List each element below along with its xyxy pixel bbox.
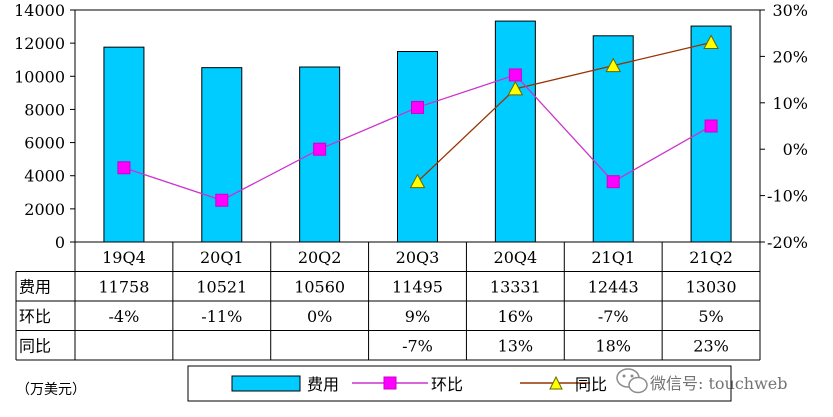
unit-label: （万美元） xyxy=(16,382,86,398)
y-left-tick-label: 0 xyxy=(55,233,65,252)
x-tick-label: 20Q2 xyxy=(298,248,342,267)
table-cell: 12443 xyxy=(588,278,639,297)
y-right-tick-label: 0% xyxy=(783,140,808,159)
legend-swatch-bar xyxy=(231,375,301,392)
axes-layer: 0 2000 4000 6000 8000 10000 12000 14000 -20% -10%… xyxy=(14,1,808,252)
table-cell: -7% xyxy=(402,337,433,356)
point-huanbi xyxy=(606,175,620,189)
legend-label-bar: 费用 xyxy=(307,375,339,394)
table-cell: -4% xyxy=(109,307,140,326)
legend: 费用 环比 同比 xyxy=(187,365,732,402)
point-huanbi xyxy=(117,161,131,175)
y-left-tick-label: 14000 xyxy=(14,1,65,20)
point-tongbi xyxy=(703,34,719,49)
table-cell: 9% xyxy=(405,307,430,326)
bar xyxy=(103,46,145,243)
table-row-label: 同比 xyxy=(19,337,51,356)
table-cell: 11495 xyxy=(392,278,443,297)
point-huanbi xyxy=(704,119,718,133)
table-cell: 16% xyxy=(498,307,534,326)
table-cell: -7% xyxy=(598,307,629,326)
table-cell: 11758 xyxy=(98,278,149,297)
table-cell: 10560 xyxy=(294,278,345,297)
lines-layer xyxy=(117,34,719,207)
y-left-tick-label: 6000 xyxy=(24,134,65,153)
y-right-tick-label: 10% xyxy=(772,94,808,113)
x-tick-label: 21Q2 xyxy=(689,248,733,267)
y-left-tick-label: 12000 xyxy=(14,34,65,53)
y-left-tick-label: 8000 xyxy=(24,100,65,119)
x-tick-label: 19Q4 xyxy=(102,248,146,267)
table-cell: 13030 xyxy=(686,278,737,297)
legend-marker-tongbi xyxy=(549,375,563,390)
table-cell: 23% xyxy=(693,337,729,356)
y-right-tick-label: -20% xyxy=(767,233,808,252)
point-tongbi xyxy=(409,173,426,189)
legend-label-huanbi: 环比 xyxy=(431,375,463,394)
point-tongbi xyxy=(605,57,622,73)
x-tick-label: 20Q1 xyxy=(200,248,244,267)
point-huanbi xyxy=(411,100,424,114)
table-cell: 13331 xyxy=(490,278,541,297)
table-cell: 18% xyxy=(595,337,631,356)
wechat-icon xyxy=(616,368,648,394)
watermark-text: 微信号: touchweb xyxy=(650,374,788,393)
table-cell: 13% xyxy=(498,337,534,356)
watermark: 微信号: touchweb xyxy=(616,368,788,394)
y-left-tick-label: 4000 xyxy=(24,167,65,186)
legend-marker-huanbi xyxy=(383,376,397,390)
point-huanbi xyxy=(508,68,522,82)
bar xyxy=(397,51,438,243)
point-tongbi xyxy=(507,80,524,96)
y-left-tick-label: 10000 xyxy=(14,67,65,86)
x-tick-label: 21Q1 xyxy=(591,248,635,267)
legend-label-tongbi: 同比 xyxy=(575,375,607,394)
series-line-triangle xyxy=(417,41,712,183)
bars-layer xyxy=(103,20,732,243)
table-row-label: 费用 xyxy=(19,278,51,297)
table-cell: -11% xyxy=(201,307,242,326)
x-tick-label: 20Q4 xyxy=(494,248,538,267)
bar xyxy=(201,67,243,243)
y-left-tick-label: 2000 xyxy=(24,200,65,219)
table-cell: 10521 xyxy=(196,278,247,297)
point-huanbi xyxy=(215,193,229,207)
x-tick-label: 20Q3 xyxy=(396,248,440,267)
point-huanbi xyxy=(313,142,327,156)
table-cell: 5% xyxy=(698,307,723,326)
y-right-tick-label: -10% xyxy=(767,187,808,206)
data-table: 19Q4 20Q1 20Q2 20Q3 20Q4 21Q1 21Q2 费用 11758 10521… xyxy=(15,241,761,361)
bar xyxy=(494,20,536,243)
table-cell: 0% xyxy=(307,307,332,326)
y-right-tick-label: 20% xyxy=(772,47,808,66)
y-right-tick-label: 30% xyxy=(772,1,808,20)
table-row-label: 环比 xyxy=(19,307,51,326)
